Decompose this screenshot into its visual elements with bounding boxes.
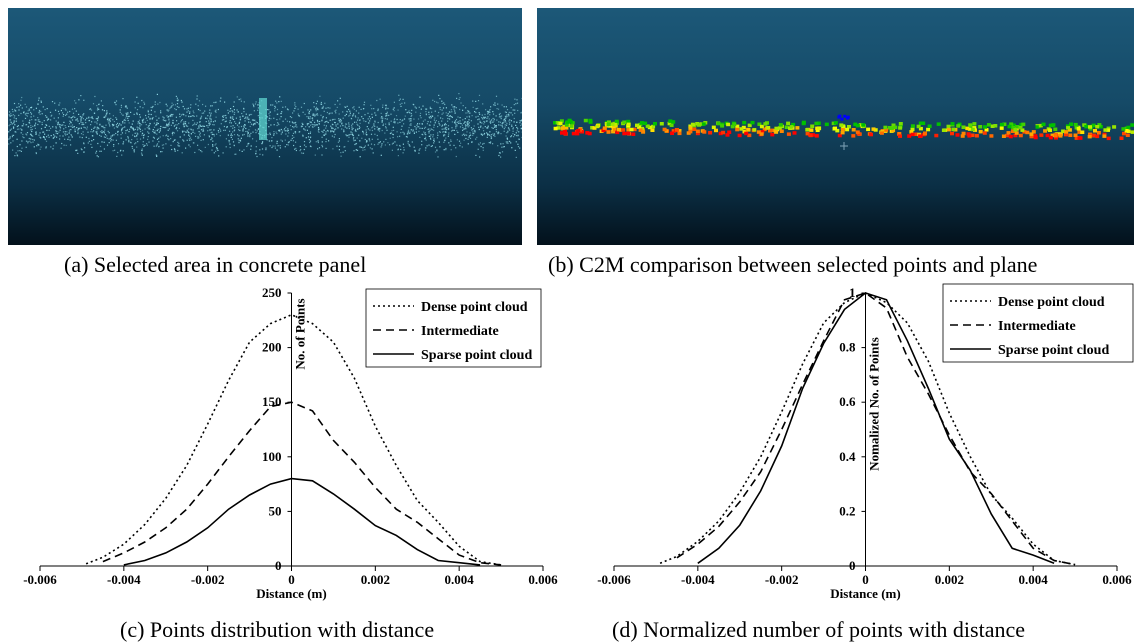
x-tick-label: 0.006 [528, 572, 558, 587]
y-axis-label: Nomalized No. of Points [867, 337, 882, 471]
x-axis-label: Distance (m) [830, 586, 900, 601]
x-tick-label: -0.002 [191, 572, 225, 587]
legend-label: Sparse point cloud [998, 343, 1109, 358]
caption-d: (d) Normalized number of points with dis… [612, 617, 1026, 642]
series-line-dashed [676, 292, 1076, 566]
c2m-comparison-points [553, 114, 1134, 150]
y-tick-label: 1 [849, 285, 856, 300]
x-tick-label: 0.004 [445, 572, 475, 587]
x-tick-label: 0 [288, 572, 295, 587]
y-tick-label: 100 [262, 449, 282, 464]
x-tick-label: -0.006 [597, 572, 631, 587]
legend-label: Intermediate [421, 324, 499, 339]
series-line-solid [697, 292, 1055, 565]
y-tick-label: 0.8 [839, 340, 856, 355]
y-tick-label: 0.6 [839, 394, 856, 409]
x-tick-label: 0.002 [935, 572, 964, 587]
points-distribution-chart: -0.006 -0.004 -0.002 0 0.002 0.004 0.006 0 50 100… [23, 285, 558, 601]
y-tick-label: 50 [269, 503, 282, 518]
c2m-colored-dots [553, 114, 1134, 141]
crosshair-icon [840, 142, 848, 150]
y-tick-label: 0 [275, 558, 282, 573]
x-tick-label: 0.002 [361, 572, 390, 587]
x-tick-label: -0.002 [765, 572, 799, 587]
series-line-dashed [102, 401, 502, 566]
y-tick-label: 0.4 [839, 449, 856, 464]
x-tick-label: -0.004 [681, 572, 715, 587]
x-tick-label: 0.006 [1102, 572, 1132, 587]
caption-c: (c) Points distribution with distance [120, 617, 435, 642]
legend-label: Sparse point cloud [421, 348, 532, 363]
legend-label: Intermediate [998, 319, 1076, 334]
concrete-panel-image [8, 8, 522, 245]
x-tick-label: -0.006 [23, 572, 57, 587]
concrete-panel-point-cloud [8, 93, 522, 158]
normalized-points-chart: -0.006 -0.004 -0.002 0 0.002 0.004 0.006 0 0.2 0.… [597, 283, 1134, 601]
point-cloud-dots [8, 93, 522, 158]
caption-a: (a) Selected area in concrete panel [64, 252, 367, 277]
c2m-comparison-image [537, 8, 1134, 245]
selected-area-highlight [259, 98, 267, 140]
y-tick-label: 150 [262, 394, 282, 409]
series-line-solid [123, 477, 481, 566]
y-axis-label: No. of Points [293, 298, 308, 369]
caption-b: (b) C2M comparison between selected poin… [548, 252, 1038, 277]
y-tick-label: 200 [262, 340, 282, 355]
legend-label: Dense point cloud [421, 300, 528, 315]
y-tick-label: 250 [262, 285, 282, 300]
y-tick-label: 0.2 [839, 503, 855, 518]
x-tick-label: -0.004 [107, 572, 141, 587]
legend-label: Dense point cloud [998, 295, 1105, 310]
legend: Dense point cloud Intermediate Sparse poin… [942, 283, 1134, 363]
legend: Dense point cloud Intermediate Sparse poin… [365, 288, 542, 368]
y-tick-label: 0 [849, 558, 856, 573]
x-axis-label: Distance (m) [256, 586, 326, 601]
x-tick-label: 0 [862, 572, 869, 587]
x-tick-label: 0.004 [1019, 572, 1049, 587]
